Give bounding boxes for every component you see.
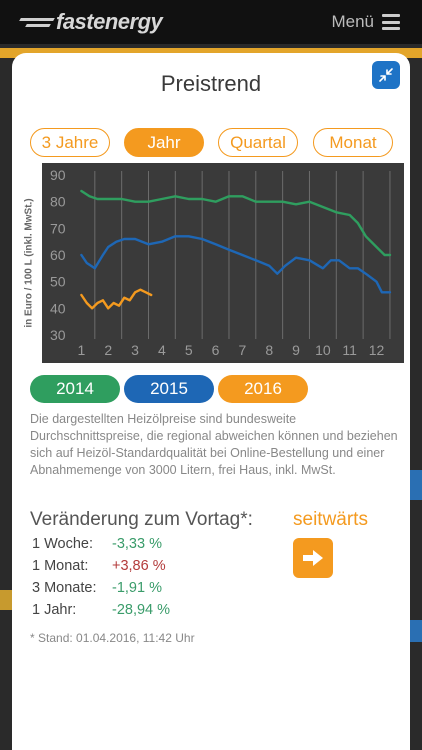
chart-series-line-2014: [80, 189, 392, 257]
trend-sideways-button[interactable]: [293, 538, 333, 578]
chart-y-tick-label: 50: [50, 274, 66, 290]
chart-x-tick-label: 11: [342, 342, 357, 358]
top-bar: fast energy Menü: [0, 0, 422, 44]
tab-quartal[interactable]: Quartal: [218, 128, 298, 157]
chart-x-tick-label: 9: [292, 342, 300, 358]
tab-label: Monat: [329, 132, 377, 152]
tab-monat[interactable]: Monat: [313, 128, 393, 157]
collapse-button[interactable]: [372, 61, 400, 89]
change-label: 1 Woche:: [32, 536, 93, 552]
chart-background: [42, 163, 404, 363]
background-side-element: [408, 470, 422, 500]
trend-label: seitwärts: [293, 509, 368, 530]
chart-series-line-2015: [80, 235, 392, 294]
fastenergy-logo[interactable]: fast energy: [20, 8, 163, 36]
chart-x-tick-label: 4: [158, 342, 166, 358]
change-value: -28,94 %: [112, 602, 171, 618]
arrow-right-icon: [303, 550, 323, 566]
change-value: -3,33 %: [112, 536, 162, 552]
change-label: 3 Monate:: [32, 580, 97, 596]
background-side-element: [0, 590, 14, 610]
year-toggle-2015[interactable]: 2015: [124, 375, 214, 403]
hamburger-menu-icon[interactable]: [382, 14, 400, 30]
chart-x-tick-label: 3: [131, 342, 139, 358]
chart-y-tick-label: 90: [50, 167, 66, 183]
year-toggle-2014[interactable]: 2014: [30, 375, 120, 403]
background-side-element: [408, 620, 422, 642]
logo-fast-text: fast: [56, 9, 94, 34]
year-label: 2016: [244, 379, 282, 398]
change-value: -1,91 %: [112, 580, 162, 596]
chart-y-tick-label: 60: [50, 247, 66, 263]
year-toggle-2016[interactable]: 2016: [218, 375, 308, 403]
tab-label: Quartal: [230, 132, 286, 152]
tab-jahr[interactable]: Jahr: [124, 128, 204, 157]
tab-label: 3 Jahre: [41, 132, 99, 152]
modal-title: Preistrend: [160, 71, 262, 96]
tab-label: Jahr: [147, 132, 181, 152]
tab-3-jahre[interactable]: 3 Jahre: [30, 128, 110, 157]
logo-energy-text: energy: [93, 9, 163, 34]
chart-x-tick-label: 10: [315, 342, 331, 358]
chart-x-tick-label: 5: [185, 342, 193, 358]
menu-label[interactable]: Menü: [331, 12, 374, 31]
chart-y-tick-label: 30: [50, 327, 66, 343]
chart-x-tick-label: 1: [78, 342, 86, 358]
chart-x-tick-label: 7: [238, 342, 246, 358]
chart-x-tick-label: 12: [369, 342, 385, 358]
price-disclaimer: Die dargestellten Heizölpreise sind bund…: [30, 412, 398, 477]
chart-x-tick-label: 2: [104, 342, 112, 358]
preistrend-modal: Preistrend 3 Jahre Jahr Quartal Monat in…: [12, 53, 410, 750]
chart-y-tick-label: 80: [50, 194, 66, 210]
change-title: Veränderung zum Vortag*:: [30, 509, 253, 530]
timestamp-note: * Stand: 01.04.2016, 11:42 Uhr: [30, 631, 195, 645]
chart-series-line-2016: [80, 288, 153, 310]
chart-y-axis-label: in Euro / 100 L (inkl. MwSt.): [23, 198, 35, 328]
change-value: +3,86 %: [112, 558, 166, 574]
logo-swoosh-icon: [20, 15, 54, 29]
change-label: 1 Monat:: [32, 558, 89, 574]
chart-y-tick-label: 40: [50, 300, 66, 316]
chart-x-tick-label: 8: [265, 342, 273, 358]
chart-y-tick-label: 70: [50, 220, 66, 236]
collapse-arrows-icon: [379, 68, 393, 82]
year-label: 2014: [56, 379, 94, 398]
year-label: 2015: [150, 379, 188, 398]
chart-x-tick-label: 6: [212, 342, 220, 358]
change-label: 1 Jahr:: [32, 602, 77, 618]
